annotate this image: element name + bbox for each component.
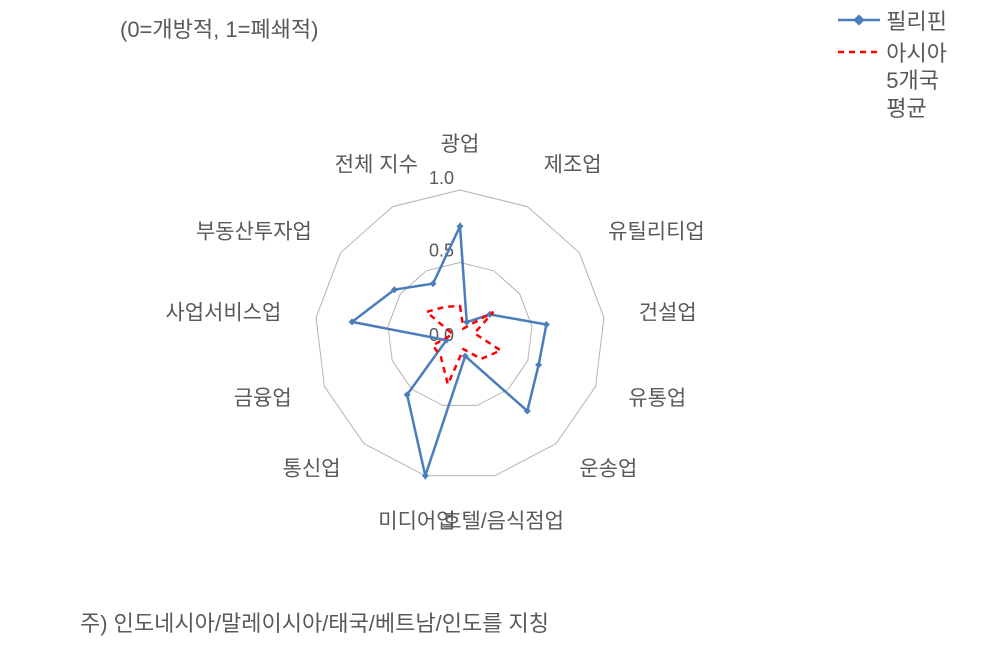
svg-text:0.0: 0.0: [429, 325, 454, 345]
legend-label-2: 아시아5개국평균: [886, 40, 947, 123]
series-marker: [535, 361, 542, 368]
legend-swatch-2: [838, 40, 880, 64]
legend-item-1: 필리핀: [838, 8, 947, 36]
series-line: [352, 226, 546, 476]
legend-item-2: 아시아5개국평균: [838, 40, 947, 123]
legend-swatch-1: [838, 8, 880, 32]
axis-label: 미디어업: [378, 510, 455, 533]
axis-label: 유틸리티업: [608, 221, 705, 244]
radar-chart: 0.5 1.0 0.0 광업제조업유틸리티업건설업유통업운송업호텔/음식점업미디어업 통…: [120, 60, 840, 580]
svg-text:1.0: 1.0: [429, 168, 454, 188]
footnote: 주) 인도네시아/말레이시아/태국/베트남/인도를 지칭: [80, 606, 549, 638]
series-marker: [422, 472, 429, 479]
axis-label: 광업: [441, 133, 480, 156]
svg-text:0.5: 0.5: [429, 241, 454, 261]
axis-label: 전체 지수: [335, 154, 418, 177]
series-marker: [463, 319, 470, 326]
axis-label: 운송업: [579, 458, 637, 481]
axis-label: 사업서비스업: [165, 301, 281, 324]
scale-note: (0=개방적, 1=폐쇄적): [120, 12, 318, 44]
legend: 필리핀 아시아5개국평균: [838, 8, 947, 126]
axis-label: 부동산투자업: [196, 221, 312, 244]
series-marker: [543, 321, 550, 328]
series-line: [427, 306, 501, 384]
axis-label: 유통업: [628, 387, 686, 410]
legend-label-1: 필리핀: [886, 8, 947, 36]
chart-container: (0=개방적, 1=폐쇄적) 필리핀 아시아5개국평균 0.5 1.0 0.0 광업제…: [0, 0, 987, 656]
axis-label: 제조업: [544, 154, 602, 177]
axis-label: 금융업: [234, 387, 292, 410]
axis-label: 호텔/음식점업: [442, 510, 564, 533]
axis-label: 건설업: [639, 301, 697, 324]
axis-label: 통신업: [283, 458, 341, 481]
